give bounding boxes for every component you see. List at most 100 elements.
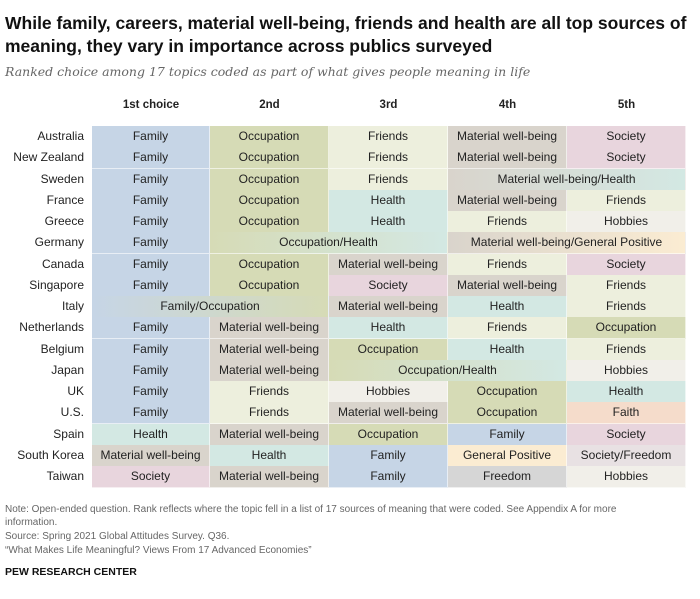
table-cell: Hobbies	[329, 381, 448, 403]
table-cell: Friends	[448, 253, 567, 276]
table-cell: Family	[92, 211, 210, 233]
row-label: South Korea	[17, 447, 84, 462]
table-cell: Material well-being	[448, 274, 567, 297]
table-cell: Occupation	[210, 253, 329, 276]
column-header: 5th	[617, 99, 636, 111]
table-cell: Friends	[329, 168, 448, 191]
table-cell: Occupation	[210, 274, 329, 297]
table-cell: Family	[92, 189, 210, 212]
chart-title: While family, careers, material well-bei…	[5, 13, 687, 56]
table-cell: Material well-being	[210, 317, 329, 340]
table-cell: Friends	[567, 274, 686, 297]
table-cell: Family	[92, 402, 210, 425]
column-header: 1st choice	[122, 99, 180, 111]
table-cell: Society	[567, 423, 686, 446]
row-label: Belgium	[40, 341, 84, 356]
column-header: 2nd	[259, 99, 280, 111]
table-cell: Occupation	[567, 317, 686, 340]
chart-subtitle: Ranked choice among 17 topics coded as p…	[5, 64, 531, 79]
table-cell: Material well-being	[329, 402, 448, 425]
table-cell: Health	[92, 423, 210, 446]
table-cell: Material well-being	[448, 147, 567, 170]
table-cell: Occupation	[210, 189, 329, 212]
table-cell: Occupation	[210, 168, 329, 191]
table-cell: Hobbies	[567, 211, 686, 233]
table-cell: Occupation	[329, 338, 448, 361]
table-cell: Friends	[567, 189, 686, 212]
table-cell: Family	[329, 466, 448, 488]
table-cell: Family	[92, 359, 210, 382]
row-label: Germany	[34, 235, 84, 250]
table-cell: Friends	[210, 381, 329, 403]
table-cell: Occupation	[210, 126, 329, 148]
table-cell: Family	[92, 147, 210, 170]
table-cell: Society	[92, 466, 210, 488]
table-cell: Occupation	[448, 381, 567, 403]
table-cell: Health	[329, 211, 448, 233]
table-cell: Occupation	[329, 423, 448, 446]
source-note: Source: Spring 2021 Global Attitudes Sur…	[5, 531, 230, 542]
report-title: “What Makes Life Meaningful? Views From …	[5, 545, 312, 556]
row-label: Singapore	[29, 277, 84, 292]
row-label: Italy	[61, 299, 84, 313]
table-cell: Friends	[329, 126, 448, 148]
row-label: Sweden	[40, 171, 84, 186]
table-cell: Health	[210, 444, 329, 467]
table-cell: Material well-being	[448, 126, 567, 148]
table-cell: Family	[92, 338, 210, 361]
table-cell: Material well-being	[210, 338, 329, 361]
table-cell: Material well-being	[329, 296, 448, 318]
table-cell: Occupation/Health	[329, 359, 567, 382]
row-label: Greece	[44, 214, 84, 228]
row-label: UK	[67, 384, 84, 398]
table-cell: Occupation	[448, 402, 567, 425]
table-cell: Family	[448, 423, 567, 446]
table-cell: Family	[92, 168, 210, 191]
table-cell: Friends	[567, 296, 686, 318]
table-cell: Society	[567, 126, 686, 148]
table-cell: Family	[92, 253, 210, 276]
table-cell: Family	[329, 444, 448, 467]
table-cell: Friends	[448, 211, 567, 233]
table-cell: Health	[448, 338, 567, 361]
row-label: France	[46, 192, 84, 207]
table-cell: Friends	[329, 147, 448, 170]
table-cell: Family	[92, 274, 210, 297]
table-cell: Material well-being	[92, 444, 210, 467]
table-cell: Family/Occupation	[92, 296, 329, 318]
table-cell: Material well-being	[329, 253, 448, 276]
table-cell: Material well-being	[448, 189, 567, 212]
table-cell: Occupation	[210, 147, 329, 170]
table-cell: Faith	[567, 402, 686, 425]
table-cell: Friends	[210, 402, 329, 425]
row-label: Taiwan	[46, 469, 84, 483]
table-cell: Health	[567, 381, 686, 403]
table-cell: Material well-being/Health	[448, 168, 686, 191]
table-cell: Occupation	[210, 211, 329, 233]
table-cell: Family	[92, 126, 210, 148]
table-cell: Material well-being/General Positive	[448, 232, 686, 255]
row-label: New Zealand	[13, 150, 84, 165]
table-cell: Health	[448, 296, 567, 318]
row-label: Netherlands	[19, 320, 84, 335]
table-cell: Occupation/Health	[210, 232, 448, 255]
table-cell: Health	[329, 317, 448, 340]
table-cell: Society	[567, 147, 686, 170]
table-cell: Society	[567, 253, 686, 276]
table-cell: Society	[329, 274, 448, 297]
row-label: U.S.	[60, 405, 84, 420]
table-cell: Material well-being	[210, 423, 329, 446]
table-cell: Freedom	[448, 466, 567, 488]
table-cell: Material well-being	[210, 466, 329, 488]
row-label: Japan	[51, 362, 84, 377]
table-cell: Family	[92, 317, 210, 340]
table-cell: Family	[92, 232, 210, 255]
row-label: Canada	[41, 256, 84, 271]
row-label: Australia	[37, 129, 84, 143]
table-cell: Friends	[567, 338, 686, 361]
table-cell: Hobbies	[567, 359, 686, 382]
table-cell: Material well-being	[210, 359, 329, 382]
row-label: Spain	[53, 426, 84, 441]
table-cell: Society/Freedom	[567, 444, 686, 467]
table-cell: Health	[329, 189, 448, 212]
